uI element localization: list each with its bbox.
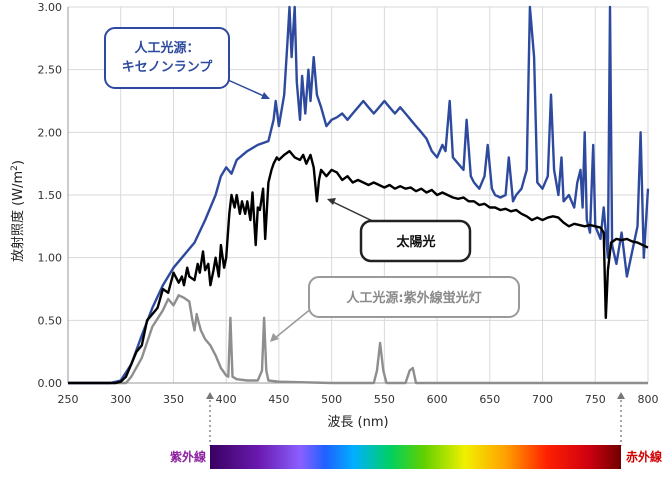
uv-lamp-pointer-arrow [270, 333, 279, 342]
y-tick-label: 0.00 [38, 377, 63, 390]
series-lines [68, 5, 650, 385]
ir-boundary-arrow [617, 392, 625, 399]
x-tick-label: 400 [216, 393, 237, 406]
uv-lamp-label-box [308, 276, 520, 318]
y-axis-ticks: 0.00 0.50 1.00 1.50 2.00 2.50 3.00 [38, 1, 63, 390]
x-tick-label: 300 [110, 393, 131, 406]
y-tick-label: 2.00 [38, 126, 63, 139]
x-tick-label: 650 [479, 393, 500, 406]
x-tick-label: 700 [532, 393, 553, 406]
y-tick-label: 1.00 [38, 252, 63, 265]
sunlight-label-box [359, 219, 472, 263]
sunlight-annotation: 太陽光 [327, 198, 472, 263]
uv-lamp-annotation: 人工光源:紫外線蛍光灯 [270, 276, 520, 342]
x-axis-ticks: 250 300 350 400 450 500 550 600 650 700 750 800 [58, 393, 659, 406]
uv-band-label: 紫外線 [170, 449, 206, 464]
x-tick-label: 350 [163, 393, 184, 406]
sunlight-label: 太陽光 [395, 234, 435, 250]
x-tick-label: 250 [58, 393, 79, 406]
y-tick-label: 1.50 [38, 189, 63, 202]
x-tick-label: 550 [374, 393, 395, 406]
uv-lamp-pointer-line [274, 307, 313, 339]
x-tick-label: 450 [268, 393, 289, 406]
xenon-annotation: 人工光源：キセノンランプ [104, 27, 270, 99]
x-axis-title: 波長 (nm) [327, 415, 388, 430]
visible-spectrum-bar [210, 445, 621, 469]
y-axis-title: 放射照度 (W/m2) [10, 160, 26, 262]
y-tick-label: 3.00 [38, 1, 63, 14]
uv-fluorescent-line [68, 294, 648, 385]
xenon-lamp-line [68, 5, 650, 385]
y-tick-label: 2.50 [38, 64, 63, 77]
uv-lamp-label: 人工光源:紫外線蛍光灯 [346, 290, 481, 306]
x-tick-label: 600 [427, 393, 448, 406]
ir-band-label: 赤外線 [626, 449, 662, 464]
x-tick-label: 750 [585, 393, 606, 406]
uv-boundary-arrow [206, 392, 214, 399]
xenon-label-box [104, 27, 230, 89]
x-tick-label: 800 [638, 393, 659, 406]
y-tick-label: 0.50 [38, 314, 63, 327]
xenon-label: 人工光源：キセノンランプ [122, 40, 214, 75]
xenon-pointer-line [227, 79, 267, 98]
xenon-pointer-arrow [261, 92, 270, 99]
sunlight-pointer-arrow [327, 198, 336, 205]
sunlight-line [68, 149, 649, 385]
x-tick-label: 500 [321, 393, 342, 406]
